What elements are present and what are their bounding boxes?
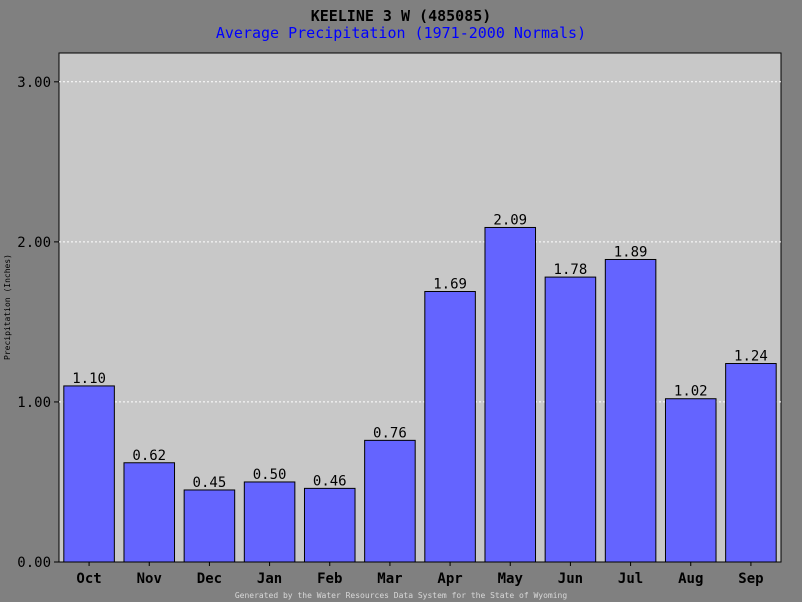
bar-jul: [604, 258, 657, 563]
chart-title: KEELINE 3 W (485085): [311, 7, 492, 25]
x-tick-label: Oct: [76, 571, 101, 587]
bar-nov: [123, 462, 176, 563]
bar-aug: [664, 398, 717, 563]
y-tick-label: 0.00: [17, 555, 51, 571]
x-tick-label: Nov: [137, 571, 162, 587]
data-label: 1.10: [72, 371, 106, 387]
y-axis-label: Precipitation (Inches): [3, 254, 12, 360]
bar-jun: [544, 276, 597, 563]
y-tick-label: 3.00: [17, 75, 51, 91]
x-tick-label: May: [498, 571, 524, 587]
x-axis-ticks: Oct Nov Dec Jan Feb Mar Apr May Jun Jul Aug Sep: [76, 562, 764, 587]
data-label: 0.46: [313, 473, 347, 489]
x-tick-label: Jun: [558, 571, 583, 587]
y-tick-label: 2.00: [17, 235, 51, 251]
bar-oct: [63, 385, 115, 563]
bar-dec: [183, 489, 236, 563]
data-label: 0.50: [253, 467, 287, 483]
x-tick-label: Apr: [437, 571, 462, 587]
bar-jan: [243, 481, 296, 563]
data-label: 1.78: [554, 262, 588, 278]
data-label: 0.76: [373, 425, 407, 441]
bar-apr: [424, 290, 476, 563]
data-labels: 1.10 0.62 0.45 0.50 0.46 0.76 1.69 2.09 1.78 1.89…: [72, 212, 768, 491]
bar-mar: [364, 439, 416, 563]
bar-sep: [725, 363, 777, 563]
data-label: 0.62: [132, 448, 166, 464]
data-label: 1.02: [674, 384, 708, 400]
y-axis-ticks: 0.00 1.00 2.00 3.00: [17, 75, 59, 571]
x-tick-label: Dec: [197, 571, 222, 587]
x-tick-label: Mar: [377, 571, 402, 587]
bar-may: [484, 226, 537, 563]
bar-feb: [303, 487, 356, 563]
data-label: 1.69: [433, 276, 467, 292]
footer-credit: Generated by the Water Resources Data Sy…: [235, 591, 568, 600]
x-tick-label: Jan: [257, 571, 282, 587]
data-label: 1.89: [614, 244, 648, 260]
x-tick-label: Aug: [678, 571, 703, 587]
data-label: 0.45: [193, 475, 227, 491]
plot-area: [58, 52, 782, 563]
data-label: 2.09: [493, 212, 527, 228]
bars: [63, 226, 777, 563]
x-tick-label: Sep: [738, 571, 763, 587]
y-tick-label: 1.00: [17, 395, 51, 411]
chart-subtitle: Average Precipitation (1971-2000 Normals…: [216, 24, 586, 42]
x-tick-label: Jul: [618, 571, 643, 587]
grid-lines: [59, 81, 781, 403]
data-label: 1.24: [734, 349, 768, 365]
x-tick-label: Feb: [317, 571, 342, 587]
